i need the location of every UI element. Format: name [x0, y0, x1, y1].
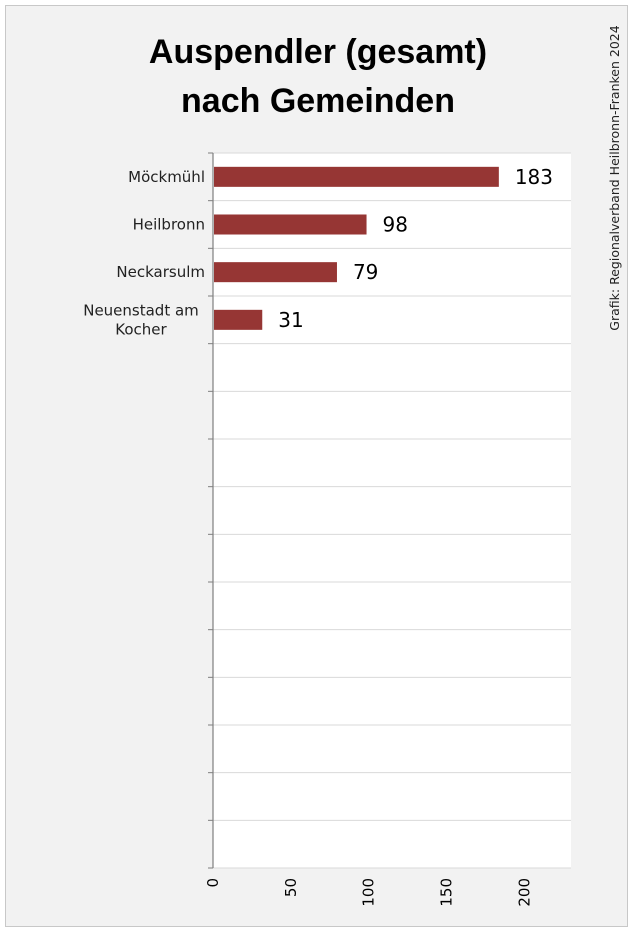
bar-1 [214, 166, 499, 187]
chart-title-line-1: Auspendler (gesamt) [149, 33, 487, 71]
category-label-4: Neuenstadt am Kocher [83, 301, 199, 338]
chart-title-line-2: nach Gemeinden [181, 82, 455, 120]
category-label-1: Möckmühl [128, 168, 205, 186]
data-label-2: 98 [383, 213, 408, 237]
tick-label-150: 150 [437, 878, 455, 907]
plot-area [213, 153, 571, 868]
category-axis-ticks [208, 152, 213, 869]
source-note: Grafik: Regionalverband Heilbronn-Franke… [607, 25, 622, 330]
bar-4 [214, 309, 263, 330]
tick-label-100: 100 [360, 878, 378, 907]
tick-label-50: 50 [282, 878, 300, 897]
gridlines [213, 152, 571, 869]
tick-label-200: 200 [515, 878, 533, 907]
bar-3 [214, 262, 337, 283]
category-label-2: Heilbronn [133, 216, 205, 234]
bars [214, 166, 499, 330]
data-label-3: 79 [353, 260, 378, 284]
data-label-1: 183 [515, 165, 553, 189]
category-label-3: Neckarsulm [116, 263, 205, 281]
value-axis-tick-labels: 0 50 100 150 200 [204, 878, 533, 907]
data-label-4: 31 [278, 308, 303, 332]
tick-label-0: 0 [204, 878, 222, 888]
bar-2 [214, 214, 367, 235]
category-labels: Möckmühl Heilbronn Neckarsulm Neuenstadt am… [83, 168, 205, 339]
